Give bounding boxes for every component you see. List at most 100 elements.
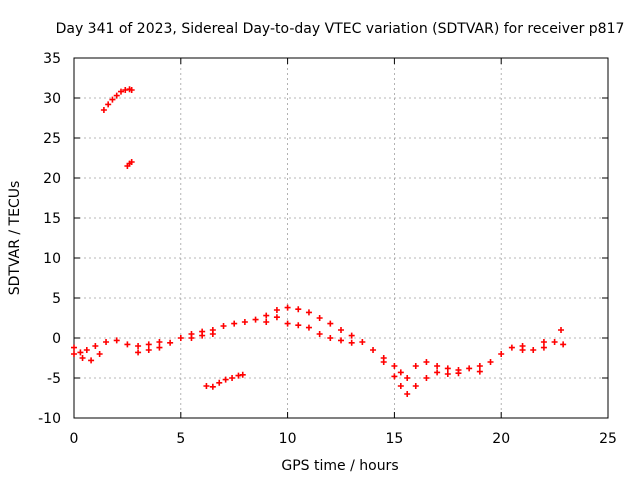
- series-segment-2: [100, 86, 135, 113]
- data-point: [188, 335, 195, 341]
- data-point: [83, 347, 90, 353]
- series-main-track-upper-band-: [71, 304, 565, 381]
- data-point: [327, 320, 334, 327]
- data-point: [380, 359, 387, 365]
- data-point: [466, 365, 473, 372]
- data-point: [77, 349, 84, 356]
- data-point: [128, 159, 135, 165]
- x-tick-label: 10: [279, 431, 297, 447]
- grid-lines: [74, 58, 608, 418]
- series-segment-3: [124, 159, 135, 169]
- data-point: [235, 372, 242, 379]
- data-point: [423, 375, 430, 381]
- data-point: [167, 339, 174, 346]
- data-point: [113, 337, 120, 344]
- y-tick-labels: -10 -5 0 5 10 15 20 25 30 35: [38, 51, 61, 427]
- series-main-track-lower-band-: [71, 314, 567, 397]
- x-tick-labels: 0 5 10 15 20 25: [70, 431, 617, 447]
- x-tick-label: 20: [492, 431, 510, 447]
- series-segment-4: [203, 371, 246, 390]
- data-point: [220, 323, 227, 329]
- data-point: [231, 320, 238, 327]
- data-point: [508, 344, 515, 351]
- data-point: [338, 337, 344, 344]
- data-point: [498, 351, 505, 357]
- data-point: [397, 383, 404, 389]
- data-point: [128, 87, 135, 93]
- y-tick-label: 30: [43, 91, 61, 107]
- data-point: [316, 331, 323, 337]
- x-tick-label: 5: [176, 431, 185, 447]
- data-point: [273, 314, 280, 321]
- data-point: [412, 383, 419, 389]
- x-tick-label: 15: [385, 431, 403, 447]
- data-point: [423, 359, 430, 365]
- y-tick-label: 25: [43, 131, 61, 147]
- y-tick-label: 20: [43, 171, 61, 187]
- data-point: [177, 335, 184, 341]
- data-point: [370, 347, 377, 353]
- data-point: [444, 371, 451, 377]
- data-point: [92, 343, 99, 349]
- data-point: [295, 322, 302, 329]
- data-point: [145, 341, 152, 348]
- data-point: [96, 351, 103, 357]
- data-point: [316, 315, 323, 321]
- data-point: [530, 347, 537, 353]
- data-point: [348, 332, 355, 339]
- data-point: [284, 320, 291, 327]
- data-point: [487, 359, 494, 365]
- data-point: [203, 383, 210, 389]
- data-point: [404, 375, 411, 381]
- data-point: [222, 376, 229, 383]
- data-point: [156, 344, 163, 351]
- data-point: [359, 339, 366, 345]
- data-point: [145, 347, 152, 353]
- data-point: [263, 319, 270, 325]
- y-tick-label: -10: [38, 411, 61, 427]
- data-point: [124, 341, 131, 348]
- data-point: [284, 304, 291, 311]
- data-point: [540, 344, 547, 351]
- y-tick-label: 35: [43, 51, 61, 67]
- data-point: [455, 370, 462, 377]
- data-point: [156, 339, 163, 345]
- y-tick-label: 5: [52, 291, 61, 307]
- data-point: [216, 379, 223, 386]
- plot-frame: [73, 57, 609, 419]
- data-point: [209, 331, 216, 337]
- data-point: [434, 369, 441, 376]
- data-point: [199, 332, 206, 339]
- data-point: [113, 92, 120, 99]
- data-point: [117, 88, 124, 95]
- y-axis-label: SDTVAR / TECUs: [7, 181, 23, 296]
- x-axis-label: GPS time / hours: [281, 458, 398, 474]
- data-point: [71, 351, 77, 357]
- chart-title: Day 341 of 2023, Sidereal Day-to-day VTE…: [56, 21, 625, 37]
- y-tick-label: 0: [52, 331, 61, 347]
- data-point: [519, 347, 526, 353]
- data-point: [558, 327, 565, 333]
- data-point: [476, 368, 483, 375]
- y-tick-label: -5: [47, 371, 61, 387]
- data-point: [71, 344, 77, 351]
- data-point: [105, 101, 112, 108]
- data-point: [391, 363, 398, 369]
- x-tick-label: 0: [70, 431, 79, 447]
- data-point: [338, 327, 344, 333]
- x-tick-label: 25: [599, 431, 617, 447]
- data-point: [540, 339, 547, 345]
- data-point: [209, 383, 216, 390]
- data-point: [551, 339, 558, 345]
- data-point: [327, 335, 334, 341]
- data-point: [444, 365, 451, 372]
- data-point: [295, 306, 302, 313]
- data-point: [404, 391, 411, 397]
- data-point: [103, 339, 110, 345]
- data-point: [348, 339, 355, 346]
- y-tick-label: 15: [43, 211, 61, 227]
- data-point: [109, 96, 116, 103]
- axis-ticks: [73, 57, 609, 419]
